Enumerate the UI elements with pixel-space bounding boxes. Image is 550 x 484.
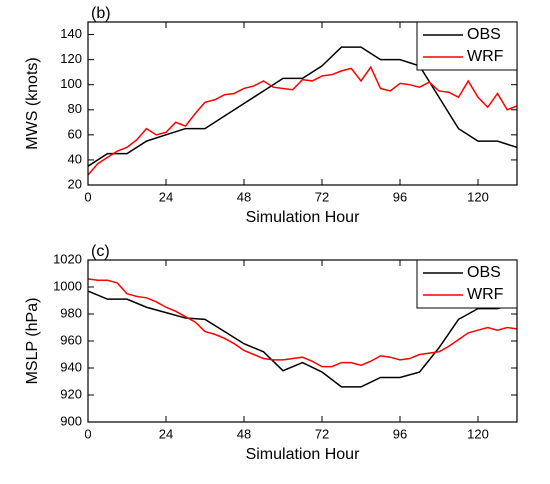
y-tick-label: 1020 <box>53 251 82 266</box>
x-axis-label: Simulation Hour <box>246 209 361 226</box>
y-axis-label: MWS (knots) <box>24 57 41 149</box>
y-tick-label: 120 <box>60 51 82 66</box>
y-tick-label: 1000 <box>53 278 82 293</box>
x-tick-label: 24 <box>159 426 173 441</box>
y-tick-label: 80 <box>68 101 82 116</box>
x-tick-label: 96 <box>393 426 407 441</box>
plot-frame <box>87 21 518 186</box>
x-tick-label: 72 <box>315 189 329 204</box>
y-tick-label: 920 <box>60 386 82 401</box>
x-axis-label: Simulation Hour <box>246 446 361 463</box>
y-tick-label: 960 <box>60 332 82 347</box>
y-tick-label: 60 <box>68 126 82 141</box>
y-tick-label: 980 <box>60 305 82 320</box>
series-line <box>87 46 518 167</box>
legend-label: WRF <box>467 286 504 303</box>
y-tick-label: 900 <box>60 413 82 428</box>
series-line <box>87 65 518 176</box>
legend-label: WRF <box>467 48 504 65</box>
legend-label: OBS <box>467 26 501 43</box>
x-tick-label: 24 <box>159 189 173 204</box>
plot-frame <box>87 259 518 423</box>
x-tick-label: 120 <box>467 189 489 204</box>
series-line <box>87 278 518 368</box>
legend-box <box>416 21 518 71</box>
y-axis-label: MSLP (hPa) <box>24 298 41 385</box>
x-tick-label: 72 <box>315 426 329 441</box>
x-tick-label: 48 <box>237 189 251 204</box>
legend-box <box>416 259 518 309</box>
y-tick-label: 40 <box>68 151 82 166</box>
x-tick-label: 120 <box>467 426 489 441</box>
y-tick-label: 940 <box>60 359 82 374</box>
panel-label: (c) <box>91 243 110 260</box>
y-tick-label: 140 <box>60 26 82 41</box>
x-tick-label: 48 <box>237 426 251 441</box>
series-line <box>87 290 518 388</box>
legend-label: OBS <box>467 264 501 281</box>
x-tick-label: 96 <box>393 189 407 204</box>
y-tick-label: 100 <box>60 76 82 91</box>
x-tick-label: 0 <box>84 426 91 441</box>
panel-label: (b) <box>91 5 111 22</box>
x-tick-label: 0 <box>84 189 91 204</box>
y-tick-label: 20 <box>68 176 82 191</box>
